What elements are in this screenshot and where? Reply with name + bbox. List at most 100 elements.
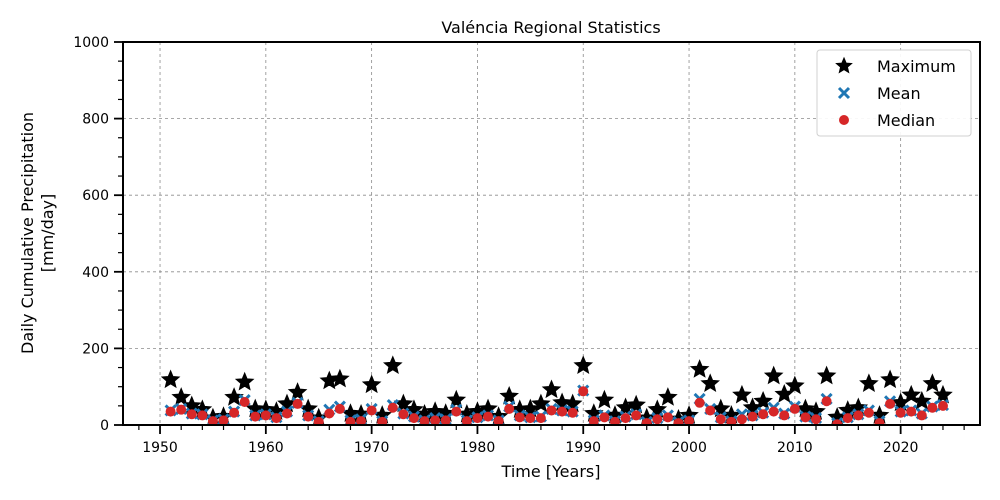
y-tick-label: 0 [100,418,109,434]
y-axis-label-line-2: [mm/day] [38,194,57,272]
y-tick-label: 1000 [73,35,109,51]
median-point [313,416,324,425]
median-point [567,407,578,418]
maximum-point [531,393,551,413]
median-point [493,416,504,425]
median-point [366,405,377,416]
maximum-point [626,394,646,414]
median-point [641,418,652,425]
median-point [535,413,546,424]
legend-item-median: Median [839,111,935,130]
median-point [514,412,525,423]
median-point [726,416,737,425]
median-point [779,410,790,421]
maximum-point [361,374,382,394]
legend-item-mean: Mean [837,84,921,103]
maximum-point [732,384,752,404]
median-point [483,411,494,422]
maximum-point [594,389,615,409]
median-point [937,400,948,411]
median-point [292,398,303,409]
chart-title: Valéncia Regional Statistics [441,18,660,37]
median-point [609,416,620,425]
median-point [747,411,758,422]
legend-item-maximum: Maximum [835,56,956,76]
maximum-point [573,355,594,374]
median-point [789,403,800,414]
maximum-point [541,379,562,399]
median-point [895,407,906,418]
median-point [800,412,811,423]
maximum-point [859,373,879,392]
median-point [250,411,261,422]
median-point [197,410,208,421]
maximum-point [689,359,710,378]
legend-box [816,49,972,137]
maximum-point [700,373,720,392]
maximum-point [330,368,350,388]
median-point [440,415,451,425]
x-tick-label: 1960 [248,440,284,456]
median-point [599,412,610,423]
median-point [186,409,197,420]
y-axis-ticks: 0 200 400 600 800 1000 [73,35,123,434]
maximum-point [763,365,784,385]
median-point [218,415,229,425]
median-point [408,413,419,424]
x-tick-label: 1950 [142,440,178,456]
y-tick-label: 400 [82,265,109,281]
median-point [620,413,631,424]
x-tick-label: 1990 [565,440,601,456]
median-point [715,414,726,425]
legend-marker-mean [837,86,851,100]
median-point [207,416,218,425]
median-point [842,413,853,424]
x-axis-ticks: 1950 1960 1970 1980 1990 2000 2010 2020 [138,425,965,456]
median-point [927,402,938,413]
legend-label: Mean [877,84,921,103]
data-layer [160,355,953,425]
legend-label: Maximum [877,57,956,76]
maximum-point [287,382,308,401]
series-median [165,386,948,425]
median-point [504,403,515,414]
median-point [356,416,367,425]
maximum-point [880,369,900,389]
median-point [736,414,747,425]
median-point [419,416,430,425]
x-tick-label: 2000 [671,440,707,456]
median-point [461,416,472,425]
median-point [885,398,896,409]
median-point [853,410,864,421]
maximum-point [160,369,181,389]
median-point [906,406,917,417]
median-point [324,408,335,419]
maximum-point [816,365,837,385]
maximum-point [171,387,191,406]
median-point [387,402,398,413]
x-tick-label: 2020 [883,440,919,456]
median-point [229,407,240,418]
median-point [345,416,356,425]
median-point [260,410,271,421]
median-point [694,397,705,408]
maximum-point [922,373,943,392]
median-point [525,413,536,424]
legend-marker-median [839,115,849,125]
median-point [684,416,695,425]
maximum-point [753,390,773,410]
median-point [821,396,832,407]
legend-label: Median [877,111,935,130]
median-point [451,406,462,417]
maximum-point [499,385,519,405]
maximum-point [658,387,678,406]
median-point [472,413,483,424]
median-point [874,418,885,425]
median-point [165,406,176,417]
median-point [863,407,874,418]
median-point [430,415,441,425]
median-point [673,418,684,425]
y-axis-label: Daily Cumulative Precipitation [mm/day] [18,112,57,354]
median-point [588,416,599,425]
x-tick-label: 2010 [777,440,813,456]
